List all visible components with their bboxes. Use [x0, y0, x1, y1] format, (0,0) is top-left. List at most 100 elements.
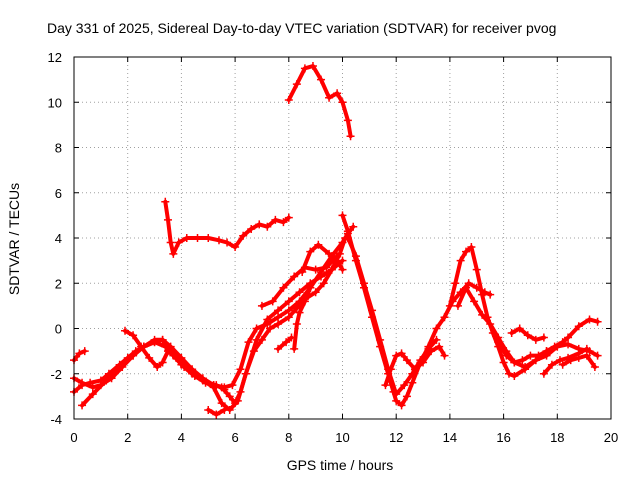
data-point: [456, 256, 465, 265]
data-point: [163, 347, 172, 356]
data-point: [359, 279, 368, 288]
data-point: [590, 362, 599, 371]
data-point: [225, 392, 234, 401]
data-point: [555, 356, 564, 365]
data-point: [78, 378, 87, 387]
data-point: [521, 362, 530, 371]
data-point: [338, 265, 347, 274]
data-point: [333, 256, 342, 265]
data-point: [327, 265, 336, 274]
data-point: [150, 335, 159, 344]
data-point: [558, 338, 567, 347]
data-point: [247, 224, 256, 233]
series-line: [300, 242, 345, 274]
data-point: [88, 383, 97, 392]
data-point: [311, 265, 320, 274]
data-point: [182, 234, 191, 242]
data-point: [314, 240, 323, 249]
data-point: [163, 215, 172, 224]
data-point: [263, 315, 272, 324]
data-point: [534, 351, 543, 360]
series-line: [340, 213, 493, 408]
series-line: [276, 335, 294, 351]
series-line: [80, 258, 345, 412]
series-s6: [204, 405, 229, 419]
data-point: [233, 396, 242, 405]
data-point: [244, 338, 253, 347]
y-tick-label: 4: [55, 231, 62, 246]
data-point: [145, 353, 154, 362]
data-point: [333, 89, 342, 98]
data-point: [317, 272, 326, 281]
data-point: [351, 252, 360, 261]
series-s8: [284, 62, 355, 141]
data-point: [402, 392, 411, 401]
data-point: [129, 331, 138, 340]
data-point: [284, 297, 293, 306]
data-point: [306, 283, 315, 292]
series-s15: [445, 243, 602, 381]
data-point: [462, 283, 471, 292]
y-tick-label: 2: [55, 276, 62, 291]
data-point: [217, 399, 226, 408]
series-line: [383, 344, 447, 388]
series-s11: [290, 283, 315, 353]
data-point: [284, 313, 293, 322]
data-point: [539, 333, 548, 342]
data-point: [453, 301, 462, 310]
data-point: [300, 64, 309, 73]
data-point: [478, 310, 487, 319]
data-point: [386, 365, 395, 374]
data-point: [392, 396, 401, 405]
data-point: [472, 265, 481, 274]
data-point: [298, 267, 307, 276]
data-point: [290, 272, 299, 281]
data-point: [325, 249, 334, 258]
data-point: [585, 315, 594, 324]
data-point: [558, 360, 567, 369]
data-point: [440, 351, 449, 360]
data-point: [266, 324, 275, 333]
data-point: [292, 319, 301, 328]
data-point: [284, 306, 293, 315]
data-point: [582, 351, 591, 360]
data-point: [470, 297, 479, 306]
data-point: [397, 401, 406, 410]
data-point: [169, 249, 178, 258]
data-point: [392, 390, 401, 399]
data-point: [593, 351, 602, 360]
series-s12: [338, 211, 495, 410]
data-point: [343, 234, 352, 242]
data-point: [257, 301, 266, 310]
data-point: [290, 344, 299, 353]
data-point: [526, 351, 535, 360]
series-line: [456, 285, 600, 369]
data-point: [180, 362, 189, 371]
data-point: [539, 369, 548, 378]
data-point: [542, 347, 551, 356]
data-point: [408, 378, 417, 387]
data-point: [220, 405, 229, 414]
data-point: [518, 356, 527, 365]
data-point: [214, 236, 223, 245]
data-point: [231, 243, 240, 252]
x-tick-label: 8: [285, 430, 292, 445]
series-s3: [78, 256, 347, 414]
data-point: [174, 238, 183, 247]
data-point: [502, 351, 511, 360]
data-point: [271, 215, 280, 224]
data-point: [574, 353, 583, 362]
data-point: [467, 243, 476, 252]
data-point: [325, 93, 334, 102]
data-point: [228, 381, 237, 390]
data-point: [408, 369, 417, 378]
data-point: [236, 365, 245, 374]
data-point: [190, 372, 199, 381]
data-point: [158, 358, 167, 367]
y-tick-label: 10: [48, 95, 62, 110]
data-point: [263, 222, 272, 231]
y-tick-label: 12: [48, 50, 62, 65]
data-point: [338, 98, 347, 107]
data-point: [284, 213, 293, 222]
series-s21: [274, 333, 296, 353]
